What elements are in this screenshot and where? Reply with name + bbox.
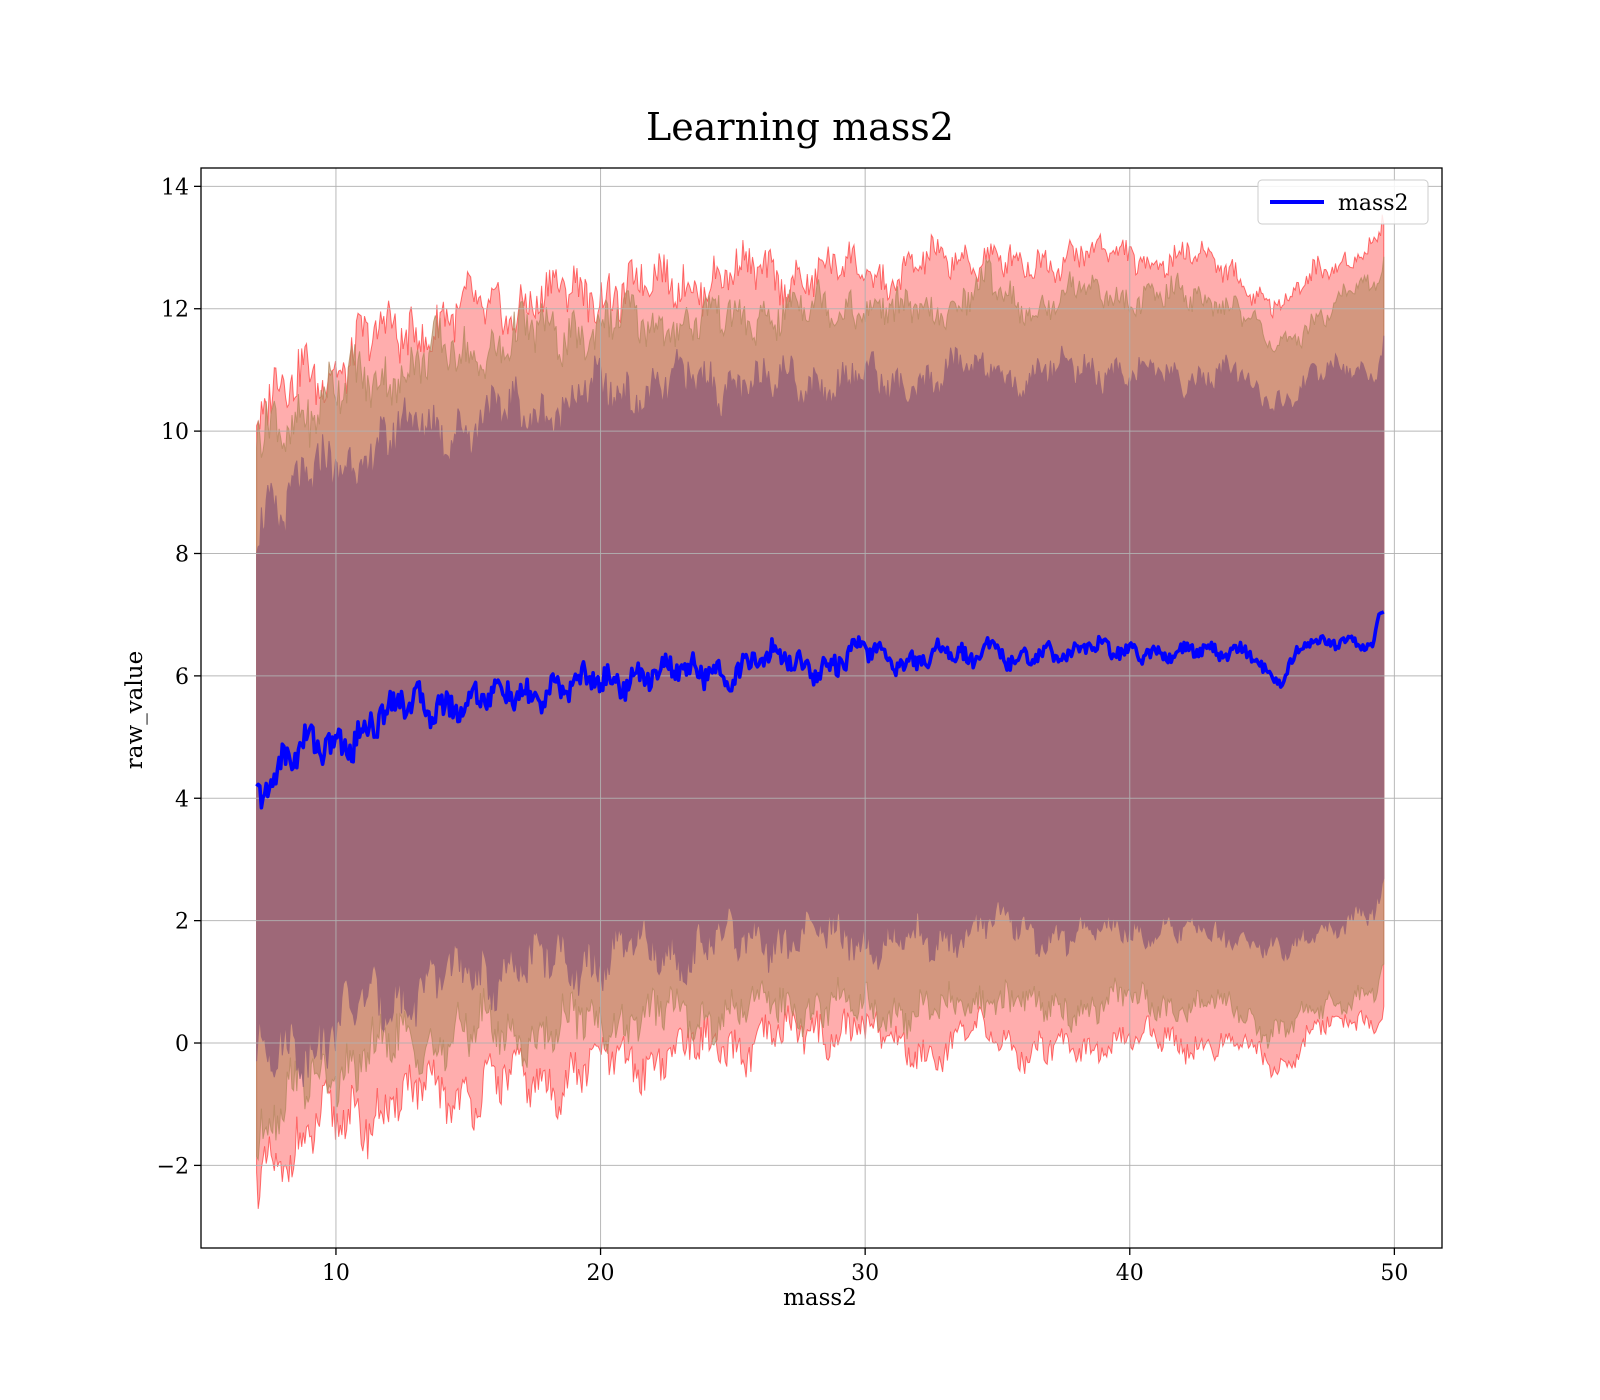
y-axis-label: raw_value bbox=[122, 651, 148, 769]
legend: mass2 bbox=[1257, 179, 1429, 225]
legend-label: mass2 bbox=[1338, 191, 1409, 216]
grid-lines bbox=[201, 168, 1442, 1248]
series-line-0 bbox=[255, 610, 1385, 810]
band-inner bbox=[256, 335, 1385, 1087]
y-axis-ticks: −2 0 2 4 6 8 10 12 14 bbox=[157, 175, 201, 1179]
y-tick-label-3: 4 bbox=[175, 787, 189, 812]
y-tick-label-5: 8 bbox=[175, 542, 189, 567]
x-tick-label-1: 20 bbox=[587, 1261, 615, 1286]
x-tick-label-0: 10 bbox=[322, 1261, 350, 1286]
y-tick-label-0: −2 bbox=[157, 1154, 189, 1179]
confidence-bands bbox=[256, 214, 1385, 1209]
plot-frame bbox=[200, 167, 1443, 1249]
data-series bbox=[255, 610, 1385, 810]
chart-title: Learning mass2 bbox=[646, 105, 954, 149]
y-tick-label-8: 14 bbox=[161, 175, 189, 200]
y-tick-label-1: 0 bbox=[175, 1032, 189, 1057]
x-axis-ticks: 10 20 30 40 50 bbox=[322, 1248, 1408, 1286]
x-tick-label-4: 50 bbox=[1380, 1261, 1408, 1286]
x-tick-label-3: 40 bbox=[1116, 1261, 1144, 1286]
legend-box bbox=[1257, 179, 1429, 225]
x-axis-label: mass2 bbox=[783, 1285, 857, 1311]
y-tick-label-6: 10 bbox=[161, 420, 189, 445]
y-tick-label-2: 2 bbox=[175, 910, 189, 935]
y-tick-label-7: 12 bbox=[161, 298, 189, 323]
y-tick-label-4: 6 bbox=[175, 665, 189, 690]
x-tick-label-2: 30 bbox=[851, 1261, 879, 1286]
